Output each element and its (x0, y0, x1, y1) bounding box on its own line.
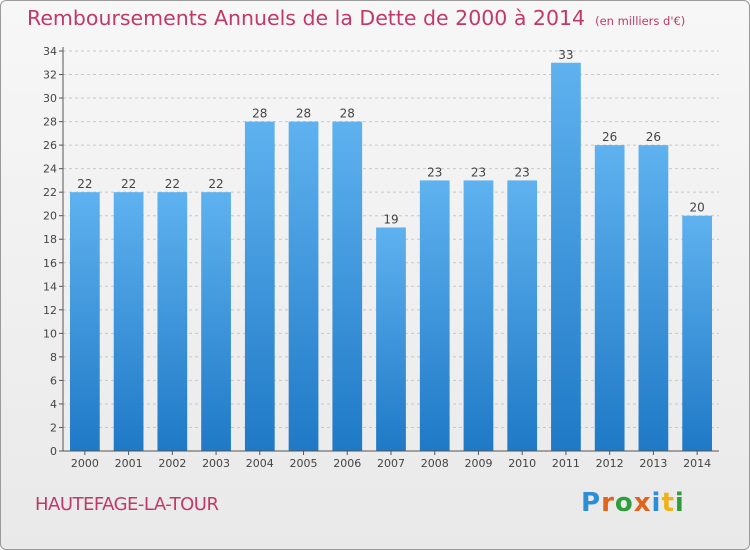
y-tick-label: 26 (43, 139, 57, 152)
bar (113, 192, 144, 452)
x-tick-label: 2009 (464, 457, 492, 470)
logo-letter: i (674, 488, 685, 518)
x-tick-label: 2003 (202, 457, 230, 470)
x-tick-label: 2008 (421, 457, 449, 470)
bar-value-label: 26 (602, 130, 617, 144)
y-tick-label: 18 (43, 233, 57, 246)
logo-letter: P (581, 488, 602, 518)
y-tick-label: 0 (50, 445, 57, 458)
x-tick-label: 2000 (71, 457, 99, 470)
bar (594, 145, 625, 451)
bar-value-label: 26 (646, 130, 661, 144)
bar (332, 121, 363, 452)
x-axis: 2000 2001 2002 2003 2004 2005 2006 2007 2008 2009… (63, 450, 719, 470)
y-tick-label: 16 (43, 257, 57, 270)
bar-value-label: 23 (427, 165, 442, 179)
y-tick-label: 24 (43, 163, 57, 176)
y-tick-label: 14 (43, 280, 57, 293)
bar-value-label: 22 (121, 177, 136, 191)
bar (69, 192, 100, 452)
logo-letter: x (633, 488, 652, 518)
bar (201, 192, 231, 452)
bar (507, 180, 538, 452)
bar (551, 62, 581, 451)
y-tick-label: 4 (50, 398, 57, 411)
bar-value-label: 28 (296, 107, 311, 121)
logo-letter: r (601, 488, 615, 518)
bar-value-label: 28 (340, 107, 355, 121)
y-tick-label: 22 (43, 186, 57, 199)
y-tick-label: 28 (43, 116, 57, 129)
x-tick-label: 2005 (290, 457, 318, 470)
y-tick-label: 34 (43, 45, 57, 58)
chart-title: Remboursements Annuels de la Dette de 20… (27, 6, 586, 30)
bar-value-label: 19 (383, 212, 398, 226)
bar (682, 215, 713, 451)
bar (638, 145, 669, 451)
chart-subtitle: (en milliers d'€) (595, 14, 686, 28)
y-tick-label: 8 (50, 351, 57, 364)
x-tick-label: 2012 (596, 457, 624, 470)
x-tick-label: 2006 (333, 457, 361, 470)
y-tick-label: 12 (43, 304, 57, 317)
bar-value-label: 20 (689, 201, 704, 215)
bar-value-label: 23 (471, 165, 486, 179)
commune-name: HAUTEFAGE-LA-TOUR (35, 494, 219, 515)
bar-value-label: 22 (165, 177, 180, 191)
bar-value-label: 22 (77, 177, 92, 191)
x-tick-label: 2013 (639, 457, 667, 470)
logo-letter: t (661, 488, 675, 518)
bar (244, 121, 275, 452)
x-tick-label: 2007 (377, 457, 405, 470)
bar (419, 180, 450, 452)
y-tick-label: 30 (43, 92, 57, 105)
bar-value-label: 22 (208, 177, 223, 191)
x-tick-label: 2011 (552, 457, 580, 470)
y-tick-label: 32 (43, 69, 57, 82)
bars: 22 22 22 22 28 28 28 19 23 23 23 33 26 26 20 (69, 48, 713, 452)
bar (157, 192, 188, 452)
logo-letter: i (651, 488, 662, 518)
x-tick-label: 2004 (246, 457, 274, 470)
chart-title-block: Remboursements Annuels de la Dette de 20… (27, 6, 685, 30)
x-tick-label: 2014 (683, 457, 711, 470)
logo-letter: o (614, 488, 634, 518)
x-tick-label: 2002 (158, 457, 186, 470)
bar (376, 227, 406, 451)
bar (463, 180, 494, 452)
x-tick-label: 2001 (115, 457, 143, 470)
y-tick-label: 20 (43, 210, 57, 223)
x-tick-label: 2010 (508, 457, 536, 470)
y-tick-label: 2 (50, 421, 57, 434)
bar-value-label: 28 (252, 107, 267, 121)
bar-value-label: 33 (558, 48, 573, 62)
bar-value-label: 23 (515, 165, 530, 179)
proxiti-logo: Proxiti (581, 488, 685, 518)
y-tick-label: 10 (43, 327, 57, 340)
y-tick-label: 6 (50, 374, 57, 387)
bar (288, 121, 319, 452)
